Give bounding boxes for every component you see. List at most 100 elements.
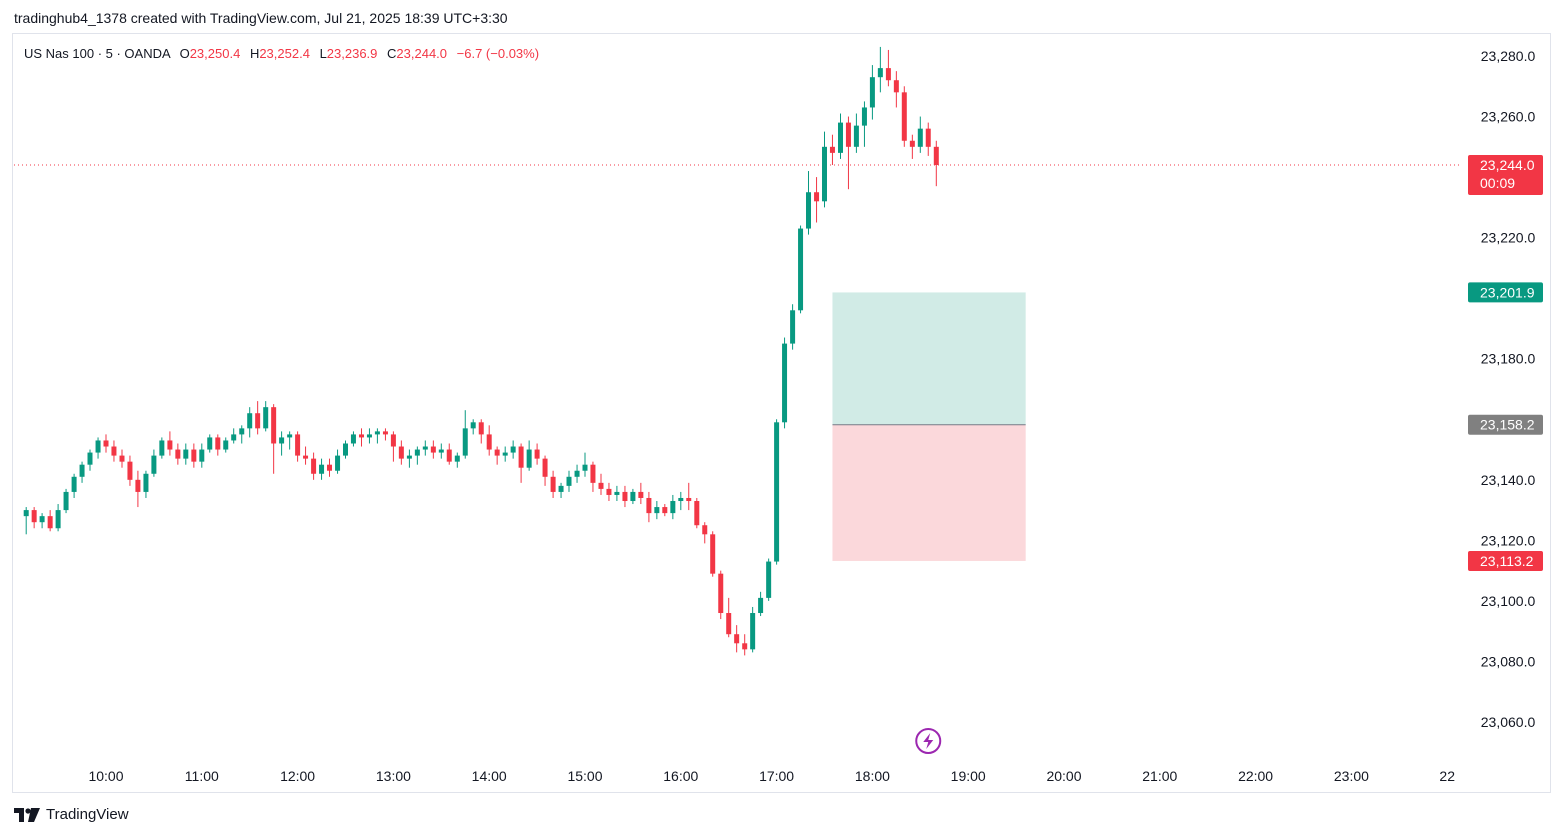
candle-body	[111, 446, 117, 456]
candle	[111, 440, 117, 462]
candle-body	[606, 488, 612, 495]
y-tick-label: 23,120.0	[1481, 532, 1536, 548]
candle-body	[263, 407, 269, 429]
candle	[861, 101, 867, 147]
symbol-legend: US Nas 100 · 5 · OANDA O23,250.4 H23,252…	[24, 46, 539, 61]
candle	[438, 443, 444, 459]
candle	[630, 488, 636, 505]
candle	[47, 510, 53, 532]
candle-body	[55, 510, 61, 529]
candle-body	[271, 407, 277, 444]
candle	[95, 437, 101, 459]
candle	[662, 504, 668, 517]
candle	[766, 558, 772, 601]
candle	[925, 122, 931, 156]
y-tick-label: 23,180.0	[1481, 351, 1536, 367]
chart-frame	[12, 33, 1551, 793]
candle-body	[406, 455, 412, 459]
candle-body	[422, 446, 428, 450]
candle	[598, 473, 604, 495]
candle-body	[382, 431, 388, 435]
candle-body	[758, 597, 764, 614]
candle-body	[686, 497, 692, 502]
candle	[614, 485, 620, 502]
candle	[558, 482, 564, 498]
candle	[494, 446, 500, 465]
candle	[590, 461, 596, 492]
candle	[87, 449, 93, 471]
candle-body	[526, 449, 532, 468]
candle-body	[550, 476, 556, 492]
candle-body	[486, 434, 492, 450]
candle-body	[654, 507, 660, 514]
target-price-badge-label: 23,201.9	[1480, 284, 1535, 300]
candle-body	[806, 192, 812, 229]
y-tick-label: 23,100.0	[1481, 593, 1536, 609]
candle-body	[279, 437, 285, 444]
candle	[909, 134, 915, 159]
candle	[303, 446, 309, 465]
candle	[885, 49, 891, 87]
candle-body	[175, 449, 181, 459]
candle-body	[454, 455, 460, 462]
candle-body	[638, 491, 644, 498]
candle	[758, 591, 764, 617]
candle	[782, 337, 788, 429]
candle	[806, 171, 812, 235]
candle-body	[303, 455, 309, 459]
candle	[191, 443, 197, 468]
candle	[734, 625, 740, 653]
candle-body	[742, 643, 748, 650]
candle	[502, 446, 508, 462]
candles	[23, 46, 939, 656]
candle-body	[103, 440, 109, 447]
candle-body	[837, 122, 843, 153]
footer-brand[interactable]: TradingView	[14, 806, 129, 823]
last-price-badge-label: 23,244.0	[1480, 157, 1535, 173]
candle	[199, 443, 205, 468]
candle-body	[398, 446, 404, 459]
candle	[478, 419, 484, 444]
candle	[518, 443, 524, 483]
candle-body	[702, 525, 708, 535]
candle	[837, 113, 843, 159]
candle	[335, 449, 341, 474]
candle-body	[933, 146, 939, 165]
candle-body	[438, 449, 444, 453]
x-tick-label: 23:00	[1334, 768, 1369, 784]
y-tick-label: 23,260.0	[1481, 109, 1536, 125]
candle-body	[366, 434, 372, 438]
candle	[845, 116, 851, 190]
candle	[678, 491, 684, 511]
x-tick-label: 17:00	[759, 768, 794, 784]
candle-body	[239, 428, 245, 435]
candle-body	[231, 434, 237, 441]
candle-body	[518, 446, 524, 468]
candle	[295, 431, 301, 462]
candle	[726, 597, 732, 638]
event-marker	[915, 728, 942, 754]
y-tick-label: 23,080.0	[1481, 653, 1536, 669]
symbol-name[interactable]: US Nas 100 · 5 · OANDA	[24, 46, 170, 61]
candle-body	[127, 461, 133, 480]
candle	[430, 440, 436, 459]
open-label: O	[179, 46, 190, 61]
lightning-icon[interactable]	[915, 728, 942, 754]
candle	[55, 504, 61, 532]
candle-body	[582, 464, 588, 471]
candle-body	[143, 473, 149, 492]
candle-body	[87, 452, 93, 465]
candle	[263, 401, 269, 432]
candle-body	[167, 440, 173, 450]
candle-body	[39, 516, 45, 523]
candle	[103, 434, 109, 453]
x-tick-label: 15:00	[567, 768, 602, 784]
candle	[574, 464, 580, 483]
candle-body	[335, 455, 341, 471]
candle	[814, 177, 820, 223]
candle-body	[446, 449, 452, 462]
last-price-badge-bg	[1468, 154, 1543, 195]
position-zones	[832, 292, 1026, 561]
candle-body	[917, 128, 923, 147]
